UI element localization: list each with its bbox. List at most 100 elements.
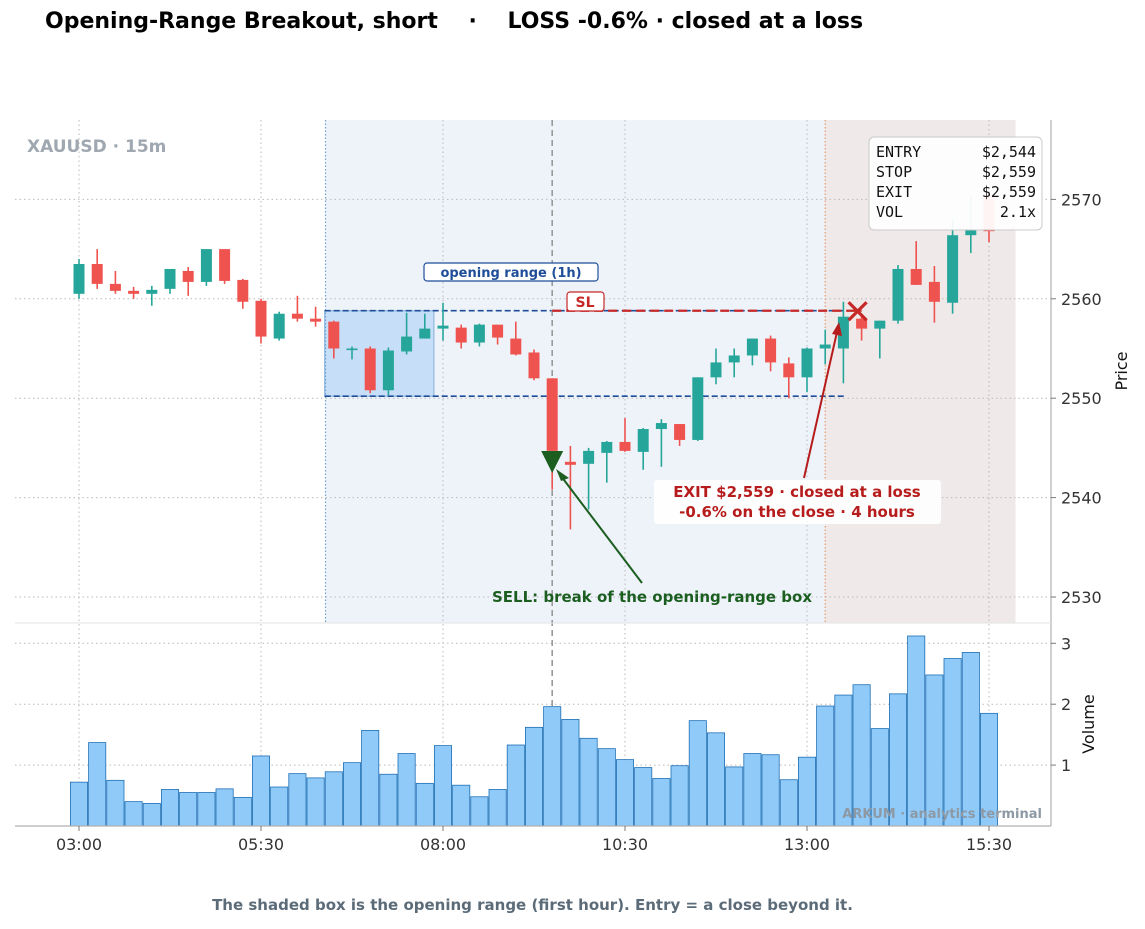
candle-body <box>655 423 667 430</box>
candle-body <box>546 378 558 451</box>
candle-body <box>492 324 504 338</box>
volume-bar <box>306 777 325 827</box>
candle-body <box>710 362 722 378</box>
volume-bar <box>215 788 234 827</box>
chart-footer: The shaded box is the opening range (fir… <box>212 896 853 914</box>
symbol-watermark: XAUUSD · 15m <box>27 137 166 157</box>
candle-body <box>892 268 904 321</box>
x-tick-label: 05:30 <box>238 835 284 854</box>
candle-body <box>146 289 158 294</box>
sell-arrow-line <box>560 475 643 584</box>
info-box-frame <box>868 136 1043 231</box>
opening-range-label-box <box>423 262 599 282</box>
candle-body <box>291 313 303 319</box>
volume-tick-label: 1 <box>1061 756 1071 775</box>
chart-title: Opening-Range Breakout, short · LOSS -0.… <box>45 9 864 34</box>
candle-body <box>910 268 922 285</box>
candle-body <box>728 355 740 363</box>
info-label-vol: VOL <box>876 203 903 221</box>
candle-body <box>637 429 649 452</box>
volume-bar <box>652 778 671 827</box>
volume-bar <box>525 726 544 827</box>
brand-watermark: ARKUM · analytics terminal <box>842 807 1042 822</box>
volume-bar <box>561 719 580 827</box>
exit-annotation-line1: EXIT $2,559 · closed at a loss <box>673 483 921 501</box>
candle-body <box>583 450 595 464</box>
volume-bar <box>124 801 143 827</box>
candle-body <box>692 377 704 440</box>
volume-bar <box>470 796 489 827</box>
volume-bar <box>634 767 653 827</box>
sell-arrow-head <box>556 469 569 481</box>
volume-bar <box>160 789 179 827</box>
candle-body <box>819 344 831 349</box>
info-value-exit: $2,559 <box>982 183 1036 201</box>
info-value-vol: 2.1x <box>1000 203 1036 221</box>
candle-body <box>273 313 285 339</box>
candle-body <box>947 235 959 303</box>
candle-body <box>510 338 522 355</box>
volume-bar <box>379 773 398 827</box>
volume-bar <box>961 652 980 827</box>
exit-arrow-head <box>832 322 842 336</box>
candle-body <box>73 264 85 294</box>
candle-body <box>182 270 194 282</box>
price-tick-label: 2550 <box>1061 389 1102 408</box>
volume-bar <box>361 729 380 827</box>
volume-bar <box>452 784 471 827</box>
volume-bar <box>506 744 525 827</box>
volume-bar <box>288 773 307 827</box>
volume-bar <box>816 705 835 827</box>
x-tick-label: 08:00 <box>420 835 466 854</box>
sell-annotation: SELL: break of the opening-range box <box>492 588 812 606</box>
volume-bar <box>88 742 107 827</box>
candle-body <box>783 363 795 378</box>
candle-body <box>164 268 176 289</box>
candle-body <box>837 316 849 349</box>
candle-body <box>928 281 940 302</box>
volume-bar <box>342 762 361 827</box>
candle-body <box>401 336 413 352</box>
candle-body <box>856 318 868 329</box>
info-label-entry: ENTRY <box>876 143 921 161</box>
candle-body <box>765 338 777 363</box>
volume-bar <box>142 803 161 827</box>
price-axis-label: Price <box>1112 351 1131 390</box>
candle-body <box>328 321 340 349</box>
volume-bar <box>397 753 416 827</box>
price-tick-label: 2530 <box>1061 588 1102 607</box>
volume-bar <box>488 789 507 827</box>
volume-bar <box>415 782 434 827</box>
info-label-exit: EXIT <box>876 183 912 201</box>
volume-layer <box>70 635 999 827</box>
sl-label: SL <box>575 295 594 311</box>
price-tick-label: 2560 <box>1061 290 1102 309</box>
volume-tick-label: 3 <box>1061 634 1071 653</box>
candle-body <box>255 300 267 337</box>
price-tick-label: 2540 <box>1061 489 1102 508</box>
opening-range-label: opening range (1h) <box>440 266 581 281</box>
exit-marker-stroke-b <box>847 301 868 322</box>
volume-bar <box>233 796 252 827</box>
candle-body <box>346 348 358 351</box>
info-value-stop: $2,559 <box>982 163 1036 181</box>
volume-bar <box>106 779 125 827</box>
candle-body <box>674 424 686 440</box>
volume-bar <box>616 759 635 827</box>
candle-body <box>91 264 103 284</box>
candle-body <box>109 283 121 291</box>
volume-bar <box>251 755 270 827</box>
exit-arrow-line <box>803 331 838 479</box>
grid-layer <box>15 120 1051 826</box>
volume-bar <box>670 765 689 827</box>
candle-body <box>965 230 977 236</box>
volume-bar <box>707 732 726 827</box>
candle-body <box>601 441 613 453</box>
volume-bar <box>852 684 871 827</box>
volume-bar <box>197 792 216 827</box>
sl-label-box <box>566 291 605 312</box>
volume-axis-label: Volume <box>1079 694 1098 754</box>
volume-bar <box>725 766 744 827</box>
exit-annotation-box <box>654 480 941 524</box>
